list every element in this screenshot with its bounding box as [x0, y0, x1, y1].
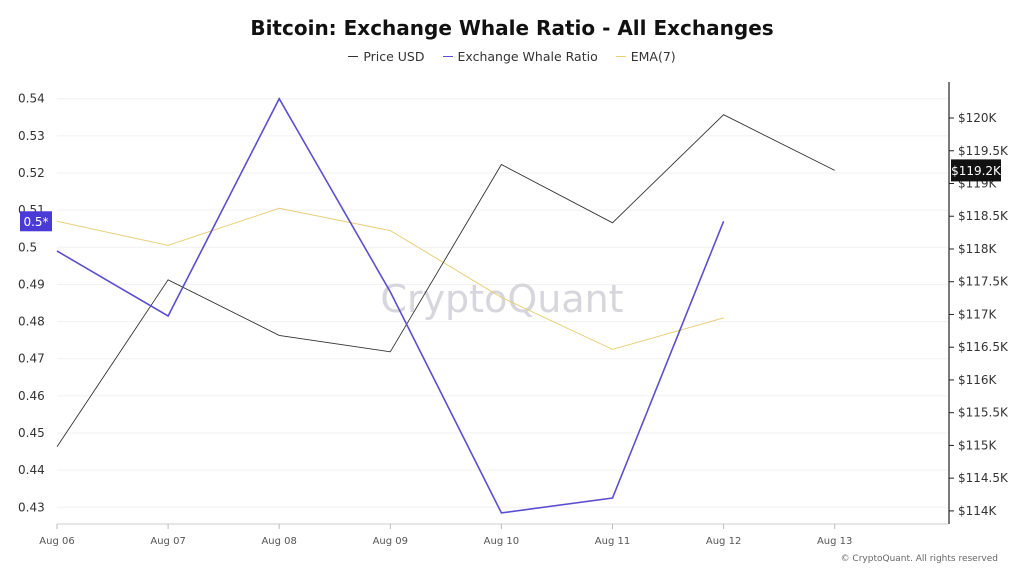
- right-tick-label: $114.5K: [958, 471, 1009, 485]
- legend-item-price[interactable]: Price USD: [348, 49, 425, 64]
- right-tick-label: $120K: [958, 111, 998, 125]
- right-tick-label: $116K: [958, 373, 998, 387]
- x-tick-label: Aug 12: [706, 536, 741, 547]
- legend-label-price: Price USD: [363, 49, 425, 64]
- right-tick-label: $116.5K: [958, 340, 1009, 354]
- x-tick-label: Aug 09: [373, 536, 408, 547]
- right-tick-label: $117K: [958, 307, 998, 321]
- right-tick-label: $117.5K: [958, 275, 1009, 289]
- right-value-badge-label: $119.2K: [951, 164, 1002, 178]
- legend: Price USD Exchange Whale Ratio EMA(7): [0, 49, 1024, 64]
- series-line-ema-7-: [56, 207, 724, 350]
- left-tick-label: 0.43: [18, 500, 45, 514]
- left-tick-label: 0.44: [18, 463, 45, 477]
- chart-title: Bitcoin: Exchange Whale Ratio - All Exch…: [250, 16, 774, 40]
- x-tick-label: Aug 06: [39, 536, 74, 547]
- series-lines: [56, 97, 835, 514]
- right-tick-label: $114K: [958, 504, 998, 518]
- x-tick-label: Aug 11: [595, 536, 630, 547]
- left-tick-label: 0.48: [18, 315, 45, 329]
- right-value-badge: [951, 159, 1001, 182]
- left-tick-label: 0.45: [18, 426, 45, 440]
- legend-label-whale-ratio: Exchange Whale Ratio: [457, 49, 598, 64]
- left-tick-label: 0.54: [18, 92, 45, 106]
- legend-item-whale-ratio[interactable]: Exchange Whale Ratio: [442, 49, 598, 64]
- series-line-exchange-whale-ratio: [56, 97, 725, 514]
- x-tick-label: Aug 13: [817, 536, 852, 547]
- right-tick-label: $115.5K: [958, 406, 1009, 420]
- left-tick-label: 0.5: [18, 240, 37, 254]
- legend-item-ema[interactable]: EMA(7): [615, 49, 676, 64]
- legend-label-ema: EMA(7): [630, 49, 676, 64]
- left-tick-label: 0.47: [18, 352, 45, 366]
- left-tick-label: 0.49: [18, 277, 45, 291]
- left-tick-label: 0.52: [18, 166, 45, 180]
- copyright-notice: © CryptoQuant. All rights reserved: [840, 554, 998, 564]
- right-tick-label: $119.5K: [958, 144, 1009, 158]
- series-line-price-usd: [56, 114, 835, 447]
- legend-swatch-whale-ratio: [442, 56, 453, 57]
- left-tick-label: 0.46: [18, 389, 45, 403]
- axes: 0.430.440.450.460.470.480.490.50.510.520…: [18, 82, 1009, 547]
- left-value-badge: [20, 211, 52, 232]
- right-tick-label: $115K: [958, 438, 998, 452]
- left-tick-label: 0.53: [18, 129, 45, 143]
- x-tick-label: Aug 07: [150, 536, 185, 547]
- left-value-badge-label: 0.5*: [23, 215, 48, 229]
- grid-lines: [57, 98, 948, 508]
- x-tick-label: Aug 10: [484, 536, 519, 547]
- right-tick-label: $118K: [958, 242, 998, 256]
- watermark: CryptoQuant: [380, 277, 623, 321]
- legend-swatch-ema: [615, 56, 626, 57]
- value-badges: 0.5* $119.2K: [20, 159, 1002, 232]
- x-tick-label: Aug 08: [261, 536, 296, 547]
- legend-swatch-price: [348, 56, 359, 57]
- right-tick-label: $118.5K: [958, 209, 1009, 223]
